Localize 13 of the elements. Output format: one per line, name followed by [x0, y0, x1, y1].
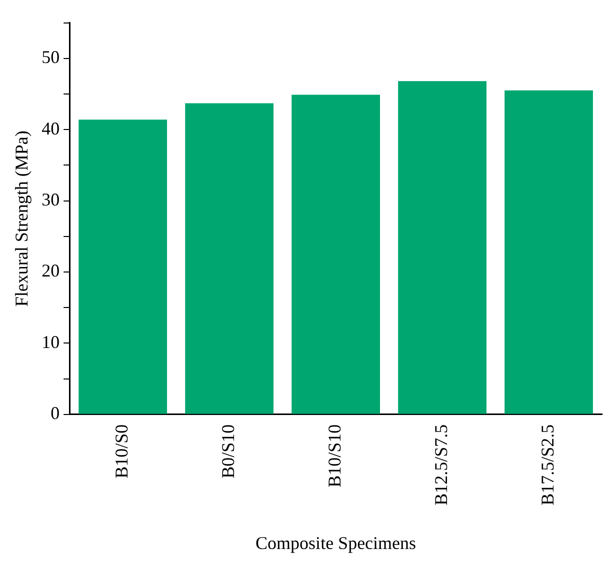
y-tick-label: 20: [42, 260, 60, 281]
x-tick-label: B12.5/S7.5: [431, 424, 452, 506]
y-tick-label: 50: [42, 47, 60, 68]
x-tick-label: B0/S10: [218, 424, 238, 478]
x-tick-label: B10/S0: [112, 424, 132, 478]
x-axis-title: Composite Specimens: [256, 532, 416, 553]
y-axis-title: Flexural Strength (MPa): [12, 130, 32, 307]
y-tick-label: 40: [42, 118, 60, 138]
y-tick-label: 0: [50, 403, 60, 424]
y-tick-label: 30: [42, 190, 60, 210]
x-tick-label: B10/S10: [324, 424, 345, 488]
y-tick-label: 10: [42, 332, 60, 352]
x-tick-label: B17.5/S2.5: [537, 424, 558, 506]
